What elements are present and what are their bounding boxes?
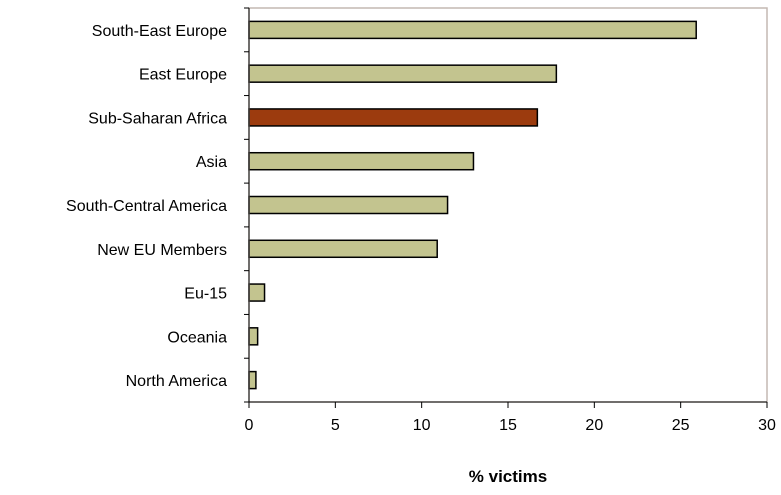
- y-axis-ticks: [244, 7, 249, 403]
- category-label: South-Central America: [66, 198, 227, 215]
- bar: [248, 64, 558, 83]
- x-tick-label: 15: [499, 417, 517, 434]
- x-axis-ticks: 0 5 10 15 20 25 30: [245, 402, 776, 434]
- bar: [248, 108, 539, 127]
- category-labels: South-East Europe East Europe Sub-Saharan …: [66, 23, 227, 390]
- x-tick-label: 5: [331, 417, 340, 434]
- x-tick-label: 0: [245, 417, 254, 434]
- category-label: New EU Members: [97, 242, 227, 259]
- category-label: Sub-Saharan Africa: [88, 110, 227, 127]
- bar: [248, 239, 438, 259]
- bar: [248, 20, 697, 40]
- category-label: East Europe: [139, 67, 227, 84]
- x-tick-label: 20: [585, 417, 603, 434]
- x-tick-label: 30: [758, 417, 776, 434]
- bar: [248, 283, 266, 302]
- bar: [248, 327, 259, 346]
- x-tick-label: 25: [672, 417, 690, 434]
- bar: [248, 195, 449, 215]
- bar: [248, 151, 475, 171]
- category-label: South-East Europe: [92, 23, 227, 40]
- bar: [248, 370, 257, 390]
- x-tick-label: 10: [413, 417, 431, 434]
- category-label: Asia: [196, 154, 227, 171]
- category-label: North America: [126, 373, 227, 390]
- category-label: Eu-15: [184, 286, 227, 303]
- category-label: Oceania: [167, 329, 227, 346]
- bars-group: [248, 20, 697, 390]
- x-axis-title: % victims: [469, 467, 547, 486]
